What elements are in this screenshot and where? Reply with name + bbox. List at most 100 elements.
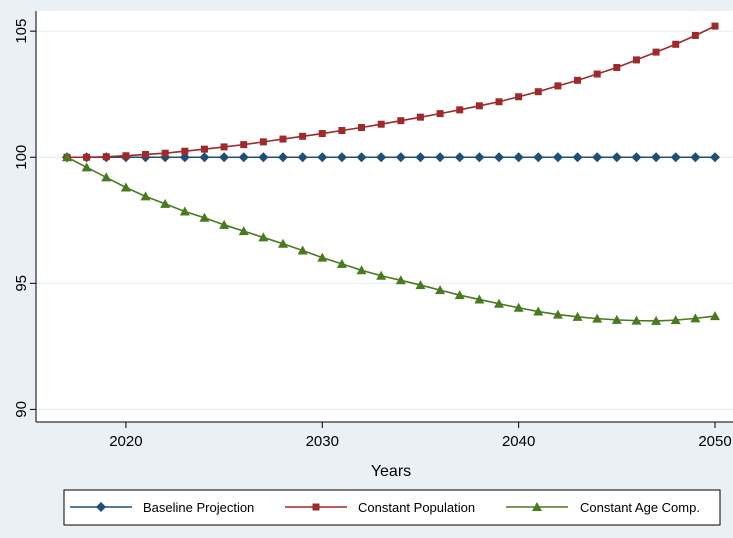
data-point (474, 294, 485, 304)
data-point (179, 206, 190, 216)
data-point (397, 117, 405, 125)
data-point (710, 311, 720, 321)
data-point (338, 127, 346, 135)
series-constant-population (63, 22, 719, 161)
data-point (710, 152, 720, 163)
data-point (358, 123, 366, 131)
legend: Baseline Projection Constant Population Co… (70, 500, 700, 515)
series-constant-age-comp (62, 152, 720, 325)
data-point (572, 152, 583, 163)
data-point (454, 290, 465, 300)
data-point (122, 152, 130, 160)
data-point (120, 182, 131, 192)
data-point (494, 152, 504, 163)
data-point (259, 138, 267, 146)
data-point (515, 93, 523, 101)
x-tick-label: 2020 (109, 433, 142, 450)
data-point (672, 40, 680, 48)
data-point (258, 152, 269, 163)
legend-item: Baseline Projection (70, 500, 254, 515)
data-point (102, 153, 110, 161)
data-point (456, 106, 464, 114)
data-point (336, 152, 347, 163)
data-point (651, 315, 662, 325)
data-point (513, 152, 524, 163)
data-point (161, 149, 169, 157)
legend-label: Constant Age Comp. (580, 500, 700, 515)
data-point (199, 212, 210, 222)
data-point (454, 152, 465, 163)
x-tick-label: 2050 (698, 433, 731, 450)
x-axis-title: Years (371, 463, 411, 480)
data-point (436, 110, 444, 118)
data-point (83, 153, 91, 161)
data-point (611, 314, 622, 324)
data-point (474, 152, 485, 163)
data-point (435, 285, 446, 295)
x-tick-label: 2030 (306, 433, 339, 450)
data-point (278, 152, 288, 163)
data-point (475, 102, 483, 110)
y-tick-label: 100 (13, 145, 30, 170)
data-point (240, 141, 248, 149)
data-point (690, 313, 701, 323)
data-point (494, 298, 504, 308)
data-point (220, 143, 228, 151)
legend-swatch-marker (312, 503, 320, 511)
series-layer (62, 22, 720, 325)
series-line (66, 156, 716, 322)
data-point (297, 152, 308, 163)
x-axis-ticks: 2020 2030 2040 2050 (109, 422, 732, 450)
series-baseline-projection (62, 152, 720, 163)
data-point (632, 56, 640, 64)
data-point (533, 152, 544, 163)
data-point (336, 258, 347, 268)
data-point (356, 152, 367, 163)
data-point (691, 31, 699, 39)
data-point (415, 280, 426, 290)
data-point (376, 270, 387, 280)
x-tick-label: 2040 (502, 433, 535, 450)
data-point (690, 152, 701, 163)
y-tick-label: 95 (13, 275, 30, 292)
y-tick-label: 90 (13, 401, 30, 418)
data-point (200, 145, 208, 153)
data-point (356, 265, 367, 275)
data-point (670, 152, 681, 163)
legend-swatch-marker (96, 502, 106, 512)
data-point (317, 152, 328, 163)
data-point (552, 309, 563, 319)
data-point (62, 152, 72, 162)
data-point (572, 311, 583, 321)
data-point (593, 70, 601, 78)
data-point (554, 82, 562, 90)
data-point (299, 132, 307, 140)
data-point (278, 238, 288, 248)
data-point (416, 113, 424, 121)
data-point (395, 275, 406, 285)
data-point (652, 48, 660, 56)
data-point (711, 22, 719, 30)
data-point (179, 152, 190, 163)
data-point (317, 252, 328, 262)
data-point (513, 302, 524, 312)
data-point (631, 152, 642, 163)
data-point (238, 152, 249, 163)
data-point (534, 88, 542, 96)
data-point (631, 315, 642, 325)
data-point (395, 152, 406, 163)
legend-label: Baseline Projection (143, 500, 254, 515)
data-point (258, 232, 269, 242)
data-point (160, 198, 171, 208)
data-point (181, 147, 189, 155)
data-point (613, 63, 621, 71)
data-point (435, 152, 446, 163)
data-point (376, 152, 387, 163)
data-point (552, 152, 563, 163)
data-point (592, 313, 603, 323)
data-point (219, 219, 230, 229)
legend-swatch-marker (532, 502, 542, 511)
data-point (140, 191, 151, 201)
